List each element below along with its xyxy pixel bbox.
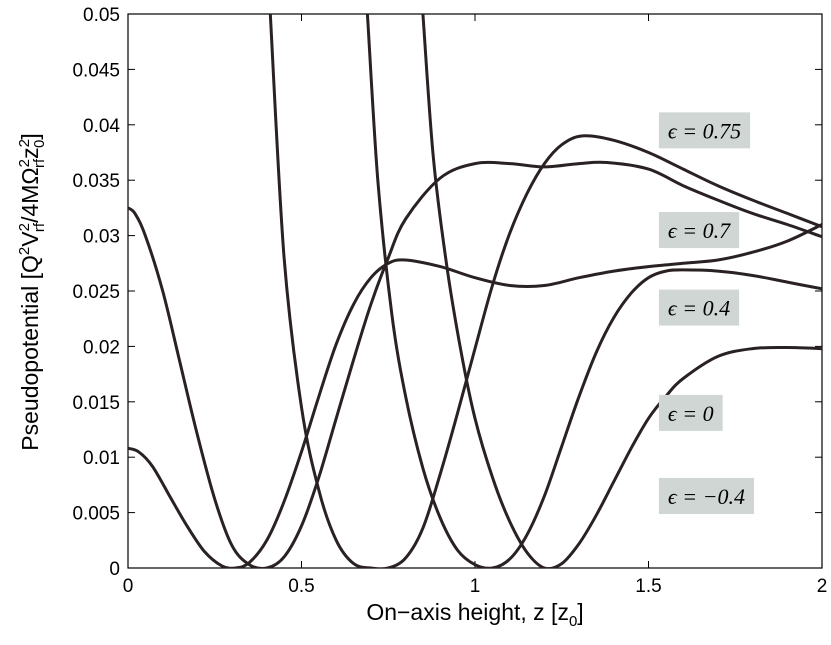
y-tick-label: 0.05 bbox=[83, 5, 120, 26]
y-axis-title-sub0: 0 bbox=[31, 140, 48, 148]
annotation-label: ϵ = 0 bbox=[668, 401, 714, 426]
y-axis-title-sup3: 2 bbox=[16, 159, 33, 167]
x-axis-title: On−axis height, z [z0] bbox=[366, 599, 583, 630]
y-tick-label: 0.01 bbox=[83, 448, 120, 469]
annotation-box bbox=[658, 477, 754, 514]
series-annotation: ϵ = −0.4 bbox=[658, 477, 754, 514]
y-tick-label: 0.04 bbox=[83, 116, 120, 137]
y-tick-label: 0.025 bbox=[72, 282, 120, 303]
y-tick-label: 0.005 bbox=[72, 504, 120, 525]
annotation-box bbox=[658, 212, 740, 249]
annotation-box bbox=[658, 112, 751, 149]
annotations: ϵ = 0.75 ϵ = 0.7 ϵ = 0.4 ϵ = 0 ϵ = −0.4 bbox=[658, 112, 754, 514]
y-tick-label: 0.03 bbox=[83, 227, 120, 248]
x-axis-title-sub: 0 bbox=[569, 613, 577, 630]
series-line bbox=[268, 14, 822, 568]
x-axis-title-end: ] bbox=[577, 599, 583, 625]
y-tick-label: 0.045 bbox=[72, 60, 120, 81]
y-axis-title-mid: /4MΩ bbox=[17, 167, 43, 223]
series-line bbox=[128, 223, 822, 568]
x-tick-label: 1.5 bbox=[635, 576, 661, 597]
y-tick-label: 0.035 bbox=[72, 171, 120, 192]
y-axis-title-sup1: 2 bbox=[16, 247, 33, 255]
y-axis-title-v: V bbox=[17, 231, 43, 247]
annotation-box bbox=[658, 394, 723, 431]
y-axis-title-sup2: 2 bbox=[16, 223, 33, 231]
x-tick-label: 0 bbox=[123, 576, 134, 597]
series-annotation: ϵ = 0.75 bbox=[658, 112, 751, 149]
series-line bbox=[128, 160, 822, 568]
series-annotation: ϵ = 0 bbox=[658, 394, 723, 431]
y-axis-title-sub-rf: rf bbox=[31, 222, 48, 232]
y-axis-title-end: ] bbox=[17, 133, 43, 139]
x-tick-label: 2 bbox=[817, 576, 828, 597]
y-axis-title-sub-rf2: rf bbox=[31, 158, 48, 168]
y-tick-label: 0.02 bbox=[83, 337, 120, 358]
series-line bbox=[365, 14, 822, 568]
y-axis-title-z: z bbox=[17, 147, 43, 159]
annotation-label: ϵ = −0.4 bbox=[668, 484, 745, 509]
x-axis-title-main: On−axis height, z [z bbox=[366, 599, 569, 625]
annotation-box bbox=[658, 289, 740, 326]
series-annotation: ϵ = 0.7 bbox=[658, 212, 740, 249]
annotation-label: ϵ = 0.7 bbox=[668, 218, 731, 243]
series-line bbox=[421, 14, 822, 568]
series-annotation: ϵ = 0.4 bbox=[658, 289, 740, 326]
y-tick-label: 0.015 bbox=[72, 393, 120, 414]
axis-ticks: 0 0.5 1 1.5 2 0 0.005 0.01 0.015 0.02 0.025 0.03 0.0… bbox=[72, 5, 827, 597]
y-axis-title-sup4: 2 bbox=[16, 139, 33, 147]
y-axis-title: Pseudopotential [Q2V2rf/4MΩ2rfz20] bbox=[16, 133, 48, 450]
y-axis-title-main: Pseudopotential [Q bbox=[17, 255, 43, 451]
annotation-label: ϵ = 0.4 bbox=[668, 296, 730, 321]
y-tick-label: 0 bbox=[109, 559, 120, 580]
x-tick-label: 0.5 bbox=[288, 576, 314, 597]
curves bbox=[128, 14, 822, 568]
x-tick-label: 1 bbox=[470, 576, 481, 597]
annotation-label: ϵ = 0.75 bbox=[668, 118, 741, 143]
